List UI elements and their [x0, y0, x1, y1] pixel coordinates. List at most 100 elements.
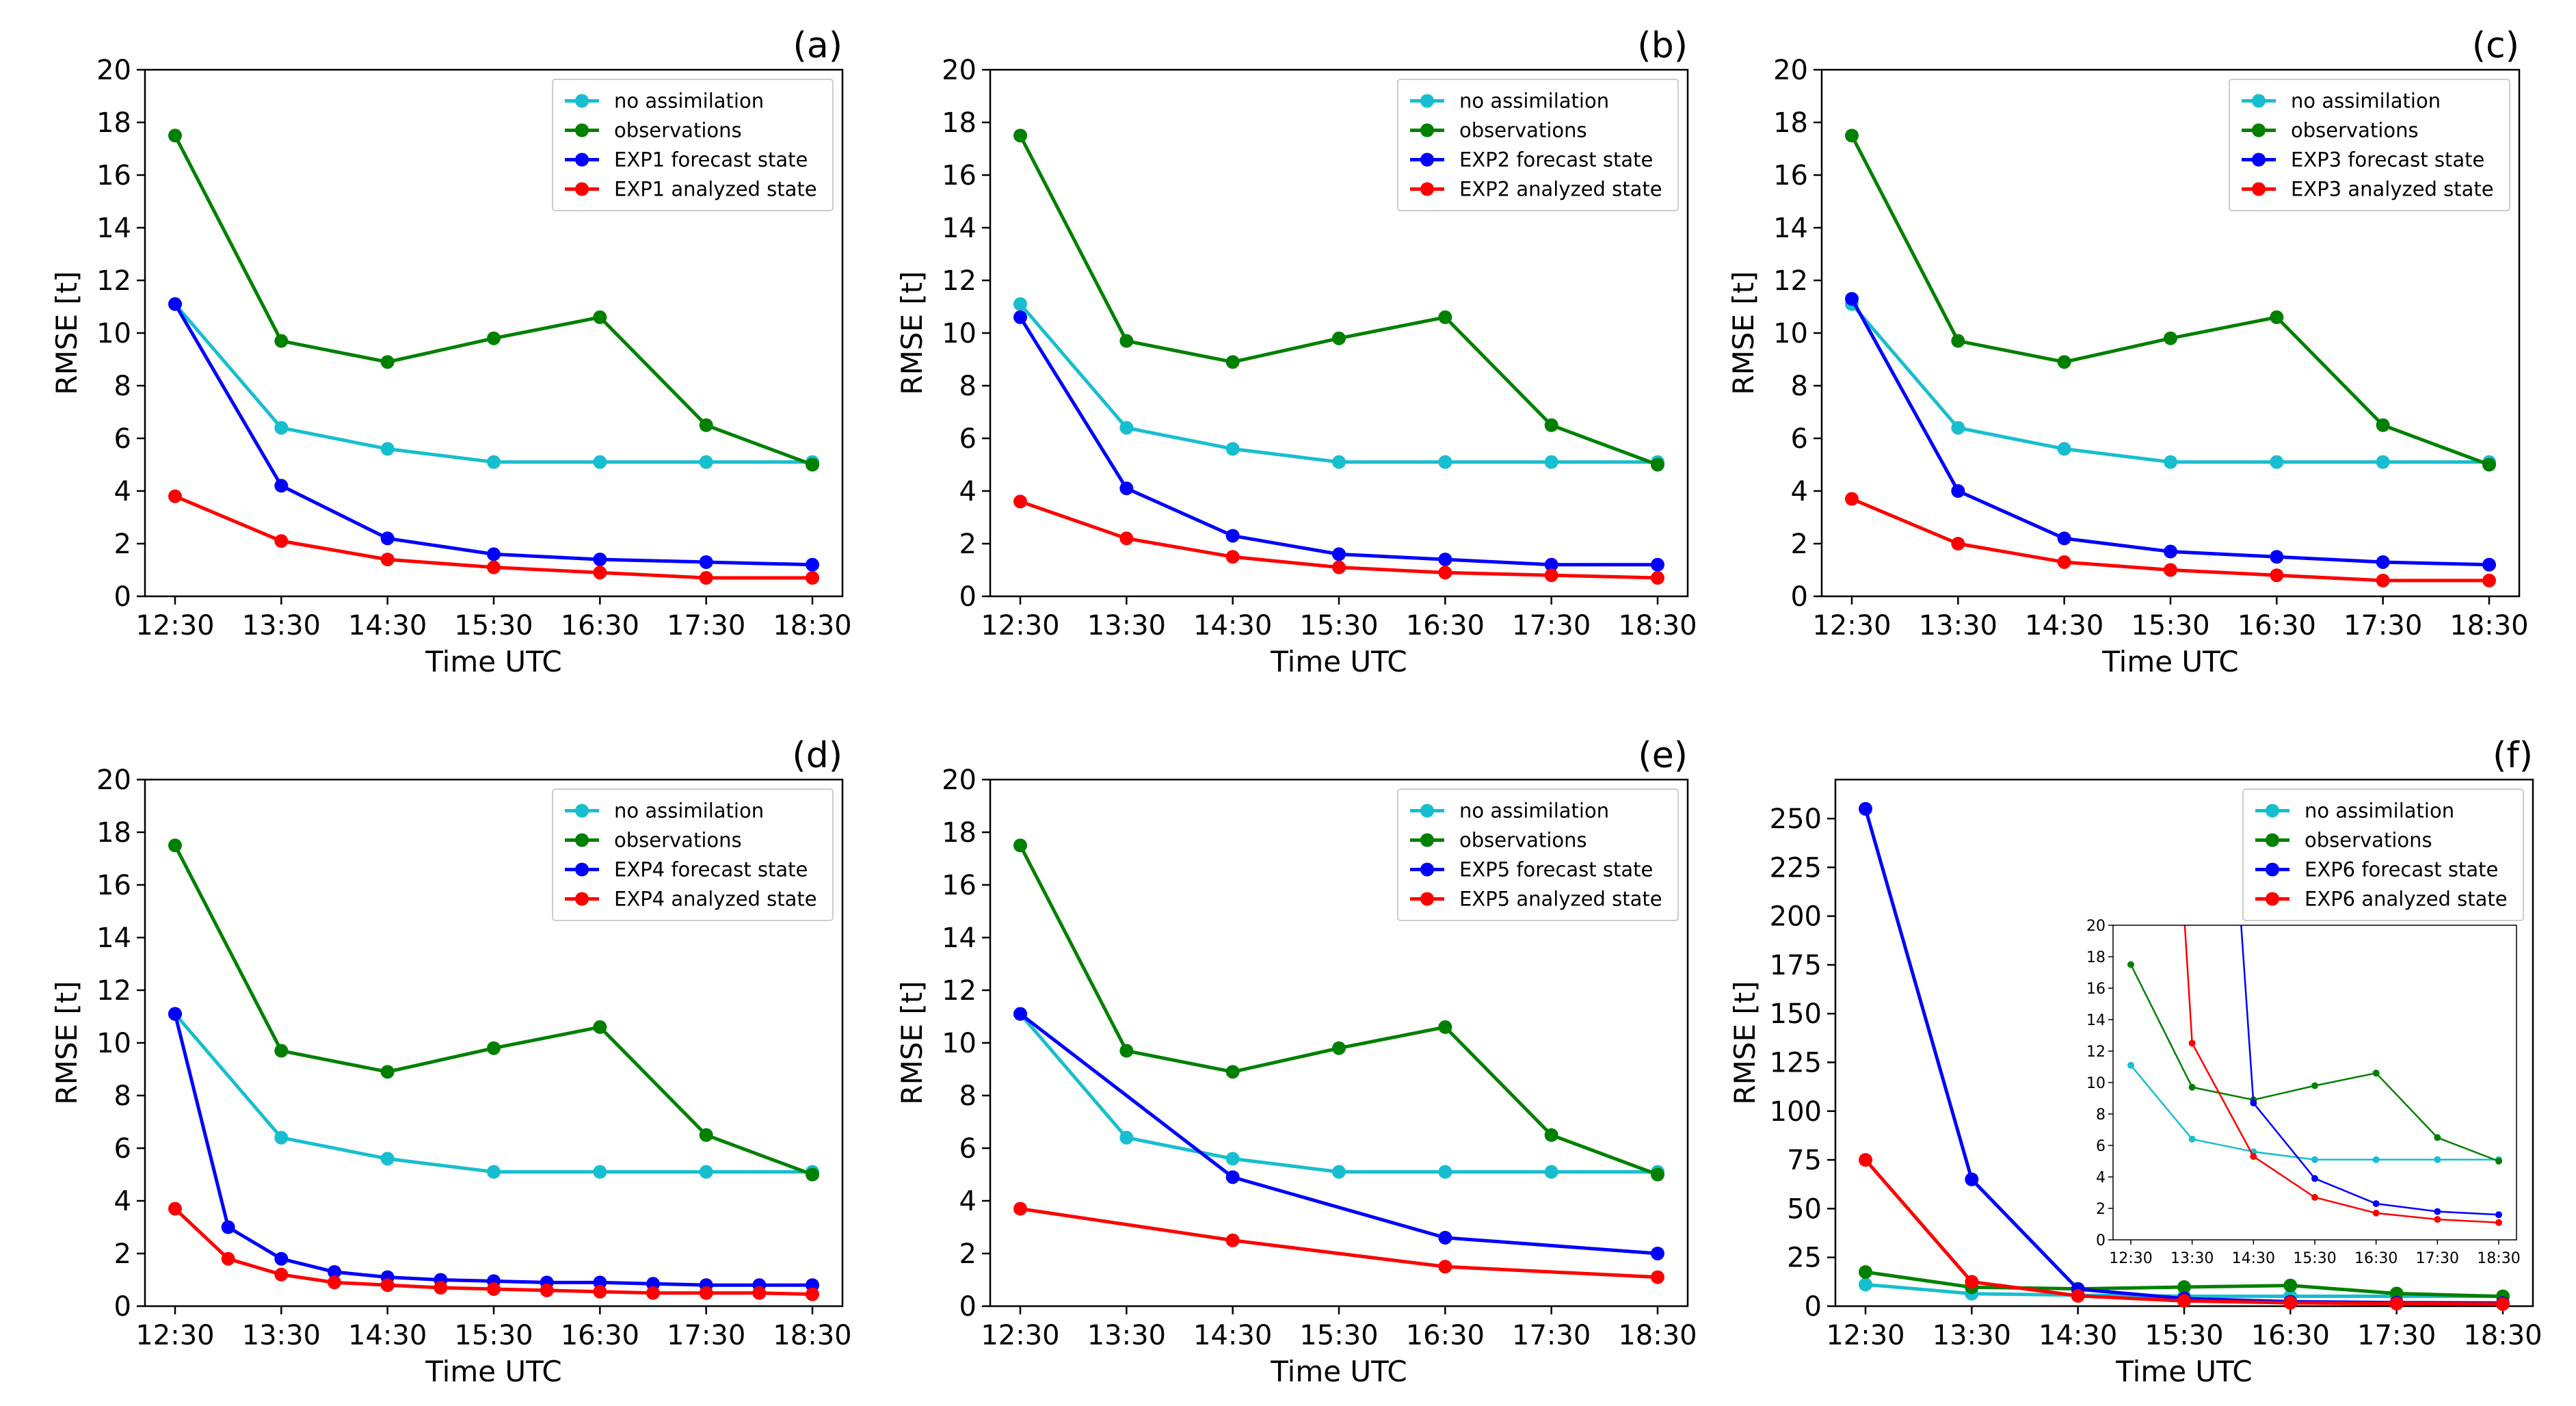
y-tick-label: 16: [96, 870, 131, 901]
data-point: [274, 421, 289, 435]
inset-data-point: [2495, 1219, 2502, 1226]
y-tick-label: 225: [1770, 852, 1822, 884]
data-point: [1225, 550, 1240, 564]
data-point: [806, 571, 819, 585]
inset-data-point: [2372, 1200, 2380, 1208]
y-tick-label: 14: [96, 923, 131, 954]
inset-chart: 0 2 4 6 8 10 12 14 16 18 20 12:30 13:30 14:30 15:30 16:…: [2086, 57, 2521, 1267]
y-tick-label: 12: [942, 975, 977, 1007]
data-point: [2057, 355, 2071, 369]
data-point: [1651, 1247, 1664, 1260]
y-tick-label: 14: [942, 923, 977, 954]
x-tick-label: 13:30: [1087, 610, 1166, 641]
y-tick-label: 4: [959, 476, 977, 507]
y-tick-label: 50: [1787, 1193, 1822, 1225]
y-tick-label: 25: [1787, 1243, 1822, 1274]
data-point: [1013, 838, 1027, 853]
data-point: [1438, 1165, 1452, 1179]
legend-label: EXP1 analyzed state: [614, 178, 817, 201]
series-exp1-forecast-state: [168, 297, 819, 572]
y-tick-label: 18: [942, 107, 977, 139]
data-point: [1119, 421, 1134, 435]
data-point: [2376, 573, 2390, 587]
data-point: [221, 1220, 235, 1234]
chart-panel-4: 0 2 4 6 8 10 12 14 16 18 20 12:30 13:30 14:30 15:30 16:…: [50, 735, 852, 1388]
data-point: [168, 489, 182, 503]
data-point: [1544, 568, 1558, 583]
data-point: [1119, 531, 1134, 546]
series-no-assimilation: [1013, 297, 1664, 469]
data-point: [806, 1167, 819, 1182]
data-point: [1013, 1202, 1027, 1216]
x-tick-label: 13:30: [242, 1320, 321, 1351]
x-tick-label: 14:30: [1193, 1320, 1272, 1351]
x-tick-label: 17:30: [667, 1320, 745, 1351]
legend-label: observations: [614, 119, 742, 142]
data-point: [2270, 550, 2284, 564]
data-point: [1438, 455, 1452, 469]
inset-data-point: [2434, 1156, 2441, 1163]
data-point: [2164, 544, 2177, 559]
x-tick-label: 18:30: [2449, 610, 2528, 641]
data-point: [1013, 129, 1027, 143]
panel-label: (c): [2472, 25, 2519, 66]
inset-x-tick-label: 17:30: [2416, 1250, 2459, 1267]
inset-plot-area: [2127, 57, 2502, 1226]
data-point: [274, 334, 289, 348]
x-tick-label: 15:30: [454, 610, 533, 641]
y-tick-label: 18: [96, 817, 131, 849]
inset-data-point: [2250, 1099, 2257, 1106]
data-point: [2164, 331, 2177, 345]
y-tick-label: 4: [114, 476, 131, 507]
data-point: [1544, 1128, 1558, 1142]
data-point: [1332, 455, 1346, 469]
data-point: [1965, 1275, 1979, 1289]
series-line: [1019, 303, 1658, 464]
data-point: [168, 297, 182, 311]
data-point: [593, 553, 607, 567]
inset-data-point: [2495, 1211, 2502, 1219]
data-point: [380, 1065, 395, 1079]
data-point: [699, 1165, 713, 1179]
inset-data-point: [2311, 1082, 2318, 1089]
x-tick-label: 12:30: [1812, 610, 1891, 641]
y-tick-label: 20: [1773, 55, 1808, 86]
inset-y-tick-label: 0: [2096, 1232, 2106, 1249]
data-point: [1651, 557, 1664, 572]
legend-marker: [575, 123, 589, 137]
legend-label: EXP6 analyzed state: [2305, 888, 2508, 911]
chart-panel-3: 0 2 4 6 8 10 12 14 16 18 20 12:30 13:30 14:30 15:30 16:…: [1727, 25, 2529, 678]
legend-marker: [1420, 123, 1434, 137]
legend-label: EXP4 analyzed state: [614, 888, 817, 911]
data-point: [1438, 566, 1452, 580]
data-point: [2389, 1297, 2404, 1311]
y-tick-label: 6: [1791, 423, 1808, 455]
data-point: [2057, 442, 2071, 456]
x-tick-label: 15:30: [1299, 1320, 1378, 1351]
data-point: [699, 455, 713, 469]
inset-y-tick-label: 8: [2096, 1106, 2106, 1124]
y-tick-label: 75: [1787, 1145, 1822, 1176]
y-tick-label: 16: [1773, 160, 1808, 191]
x-tick-label: 16:30: [1406, 1320, 1485, 1351]
inset-data-point: [2188, 1039, 2196, 1047]
data-point: [593, 1284, 607, 1299]
x-tick-label: 16:30: [2238, 610, 2316, 641]
legend-marker: [2252, 123, 2266, 137]
x-tick-label: 17:30: [1512, 610, 1591, 641]
y-tick-label: 20: [96, 55, 131, 86]
panel-label: (f): [2493, 735, 2533, 776]
x-tick-label: 14:30: [2039, 1320, 2117, 1351]
y-tick-label: 175: [1770, 950, 1822, 981]
x-tick-label: 15:30: [454, 1320, 533, 1351]
data-point: [1225, 1065, 1240, 1079]
legend-label: EXP2 forecast state: [1459, 148, 1653, 172]
inset-data-point: [2372, 1209, 2380, 1217]
y-tick-label: 6: [959, 1133, 977, 1165]
inset-data-point: [2127, 57, 2134, 64]
legend-label: observations: [2305, 829, 2432, 852]
y-tick-label: 8: [959, 371, 977, 402]
data-point: [274, 1251, 289, 1266]
panel-label: (a): [793, 25, 842, 66]
legend: no assimilation observations EXP2 forecast…: [1397, 79, 1679, 211]
